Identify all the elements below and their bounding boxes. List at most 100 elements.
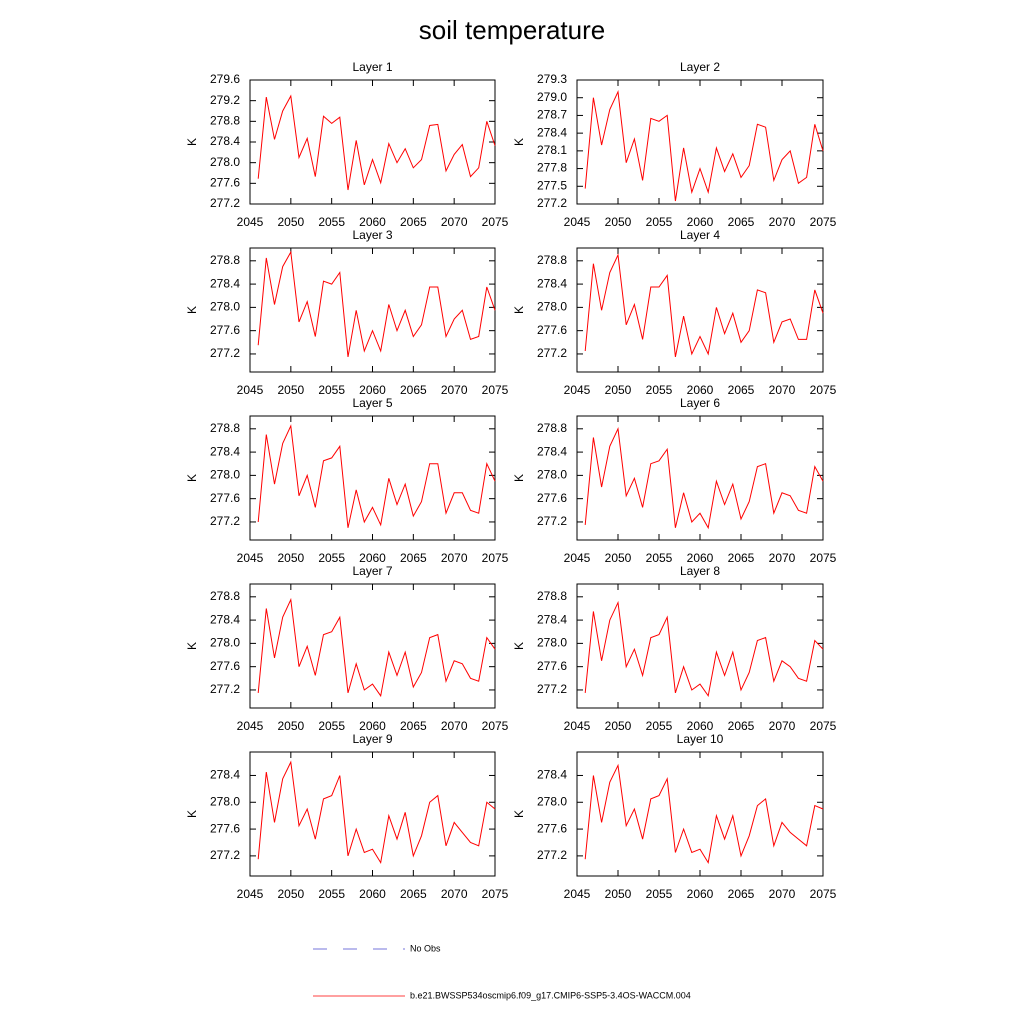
x-tick-label: 2070 xyxy=(441,215,468,229)
y-tick-label: 278.0 xyxy=(537,636,567,650)
y-tick-label: 278.0 xyxy=(210,155,240,169)
y-tick-label: 278.0 xyxy=(210,300,240,314)
y-tick-label: 278.4 xyxy=(537,444,567,458)
y-tick-label: 278.0 xyxy=(537,794,567,808)
x-tick-label: 2055 xyxy=(646,551,673,565)
plot-frame xyxy=(249,247,496,373)
x-tick-label: 2070 xyxy=(441,551,468,565)
y-tick-label: 277.6 xyxy=(537,491,567,505)
y-tick-label: 277.6 xyxy=(537,821,567,835)
y-tick-label: 278.0 xyxy=(537,468,567,482)
data-line xyxy=(257,94,496,191)
y-axis-label: K xyxy=(185,642,199,650)
y-tick-label: 278.4 xyxy=(537,125,567,139)
x-tick-label: 2055 xyxy=(318,551,345,565)
x-tick-label: 2045 xyxy=(237,719,264,733)
x-tick-label: 2055 xyxy=(318,215,345,229)
plot-frame xyxy=(576,415,824,541)
panel-title: Layer 7 xyxy=(352,564,392,578)
y-tick-label: 277.2 xyxy=(210,682,240,696)
x-tick-label: 2055 xyxy=(318,887,345,901)
x-tick-label: 2065 xyxy=(400,887,427,901)
x-tick-label: 2075 xyxy=(482,215,509,229)
x-tick-label: 2075 xyxy=(810,887,837,901)
x-tick-label: 2045 xyxy=(564,551,591,565)
legend-label: No Obs xyxy=(410,943,441,953)
panel-title: Layer 9 xyxy=(352,732,392,746)
x-tick-label: 2070 xyxy=(769,719,796,733)
x-tick-label: 2065 xyxy=(400,719,427,733)
y-tick-label: 277.2 xyxy=(537,848,567,862)
x-tick-label: 2050 xyxy=(605,719,632,733)
y-axis-label: K xyxy=(185,810,199,818)
y-tick-label: 277.6 xyxy=(210,176,240,190)
plot-frame xyxy=(249,79,496,205)
y-tick-label: 278.8 xyxy=(537,253,567,267)
x-tick-label: 2075 xyxy=(810,719,837,733)
y-tick-label: 277.2 xyxy=(210,848,240,862)
x-tick-label: 2060 xyxy=(359,719,386,733)
x-tick-label: 2070 xyxy=(769,551,796,565)
x-tick-label: 2055 xyxy=(318,719,345,733)
panel-title: Layer 1 xyxy=(352,60,392,74)
x-tick-label: 2060 xyxy=(687,551,714,565)
y-tick-label: 278.7 xyxy=(537,108,567,122)
x-tick-label: 2060 xyxy=(687,719,714,733)
y-tick-label: 278.4 xyxy=(210,444,240,458)
y-axis-label: K xyxy=(512,642,526,650)
y-axis-label: K xyxy=(512,138,526,146)
data-line xyxy=(584,253,824,357)
y-tick-label: 278.4 xyxy=(210,768,240,782)
y-tick-label: 278.4 xyxy=(210,134,240,148)
x-tick-label: 2060 xyxy=(359,215,386,229)
x-tick-label: 2050 xyxy=(277,887,304,901)
x-tick-label: 2075 xyxy=(482,719,509,733)
y-tick-label: 278.4 xyxy=(537,768,567,782)
x-tick-label: 2055 xyxy=(318,383,345,397)
x-tick-label: 2045 xyxy=(564,215,591,229)
x-tick-label: 2050 xyxy=(605,383,632,397)
x-tick-label: 2060 xyxy=(359,887,386,901)
x-tick-label: 2045 xyxy=(564,383,591,397)
data-line xyxy=(584,427,824,530)
y-tick-label: 277.2 xyxy=(537,682,567,696)
y-tick-label: 277.2 xyxy=(210,346,240,360)
y-tick-label: 277.2 xyxy=(210,514,240,528)
x-tick-label: 2075 xyxy=(810,383,837,397)
x-tick-label: 2060 xyxy=(687,215,714,229)
y-axis-label: K xyxy=(512,474,526,482)
x-tick-label: 2065 xyxy=(728,551,755,565)
x-tick-label: 2050 xyxy=(277,215,304,229)
y-axis-label: K xyxy=(185,306,199,314)
data-line xyxy=(257,760,496,864)
x-tick-label: 2050 xyxy=(277,719,304,733)
y-tick-label: 279.2 xyxy=(210,93,240,107)
data-line xyxy=(584,600,824,698)
x-tick-label: 2070 xyxy=(441,719,468,733)
y-tick-label: 278.0 xyxy=(210,794,240,808)
x-tick-label: 2065 xyxy=(728,887,755,901)
x-tick-label: 2070 xyxy=(441,887,468,901)
panel-title: Layer 3 xyxy=(352,228,392,242)
y-tick-label: 279.0 xyxy=(537,90,567,104)
panel: Layer 7 K 2045 2050 2055 2060 2065 2070 2075 277.… xyxy=(185,564,508,733)
x-tick-label: 2060 xyxy=(359,551,386,565)
plot-frame xyxy=(576,751,824,877)
y-tick-label: 278.0 xyxy=(210,636,240,650)
y-tick-label: 278.0 xyxy=(210,468,240,482)
x-tick-label: 2075 xyxy=(482,551,509,565)
data-line xyxy=(584,763,824,864)
y-axis-label: K xyxy=(512,306,526,314)
y-axis-label: K xyxy=(185,474,199,482)
y-tick-label: 277.6 xyxy=(210,491,240,505)
plot-frame xyxy=(576,247,824,373)
y-tick-label: 277.8 xyxy=(537,161,567,175)
x-tick-label: 2045 xyxy=(237,887,264,901)
x-tick-label: 2065 xyxy=(728,215,755,229)
y-tick-label: 277.2 xyxy=(537,514,567,528)
x-tick-label: 2075 xyxy=(810,551,837,565)
x-tick-label: 2055 xyxy=(646,719,673,733)
panel-title: Layer 4 xyxy=(680,228,720,242)
data-line xyxy=(257,597,496,698)
